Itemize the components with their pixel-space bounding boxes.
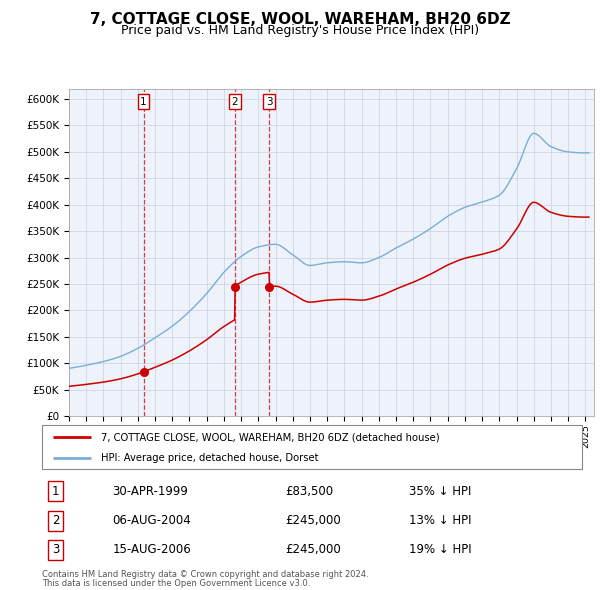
Text: 2: 2 bbox=[52, 514, 59, 527]
Text: £245,000: £245,000 bbox=[285, 543, 341, 556]
Text: 35% ↓ HPI: 35% ↓ HPI bbox=[409, 485, 472, 498]
Text: 7, COTTAGE CLOSE, WOOL, WAREHAM, BH20 6DZ: 7, COTTAGE CLOSE, WOOL, WAREHAM, BH20 6D… bbox=[89, 12, 511, 27]
Text: 15-AUG-2006: 15-AUG-2006 bbox=[112, 543, 191, 556]
Text: 1: 1 bbox=[140, 97, 147, 107]
Text: 19% ↓ HPI: 19% ↓ HPI bbox=[409, 543, 472, 556]
Text: £245,000: £245,000 bbox=[285, 514, 341, 527]
Text: Contains HM Land Registry data © Crown copyright and database right 2024.: Contains HM Land Registry data © Crown c… bbox=[42, 570, 368, 579]
FancyBboxPatch shape bbox=[42, 425, 582, 469]
Text: Price paid vs. HM Land Registry's House Price Index (HPI): Price paid vs. HM Land Registry's House … bbox=[121, 24, 479, 37]
Text: HPI: Average price, detached house, Dorset: HPI: Average price, detached house, Dors… bbox=[101, 453, 319, 463]
Text: 1: 1 bbox=[52, 485, 59, 498]
Text: 06-AUG-2004: 06-AUG-2004 bbox=[112, 514, 191, 527]
Text: 13% ↓ HPI: 13% ↓ HPI bbox=[409, 514, 472, 527]
Text: £83,500: £83,500 bbox=[285, 485, 333, 498]
Text: 7, COTTAGE CLOSE, WOOL, WAREHAM, BH20 6DZ (detached house): 7, COTTAGE CLOSE, WOOL, WAREHAM, BH20 6D… bbox=[101, 432, 440, 442]
Text: 3: 3 bbox=[266, 97, 272, 107]
Text: 3: 3 bbox=[52, 543, 59, 556]
Text: This data is licensed under the Open Government Licence v3.0.: This data is licensed under the Open Gov… bbox=[42, 579, 310, 588]
Text: 30-APR-1999: 30-APR-1999 bbox=[112, 485, 188, 498]
Text: 2: 2 bbox=[231, 97, 238, 107]
